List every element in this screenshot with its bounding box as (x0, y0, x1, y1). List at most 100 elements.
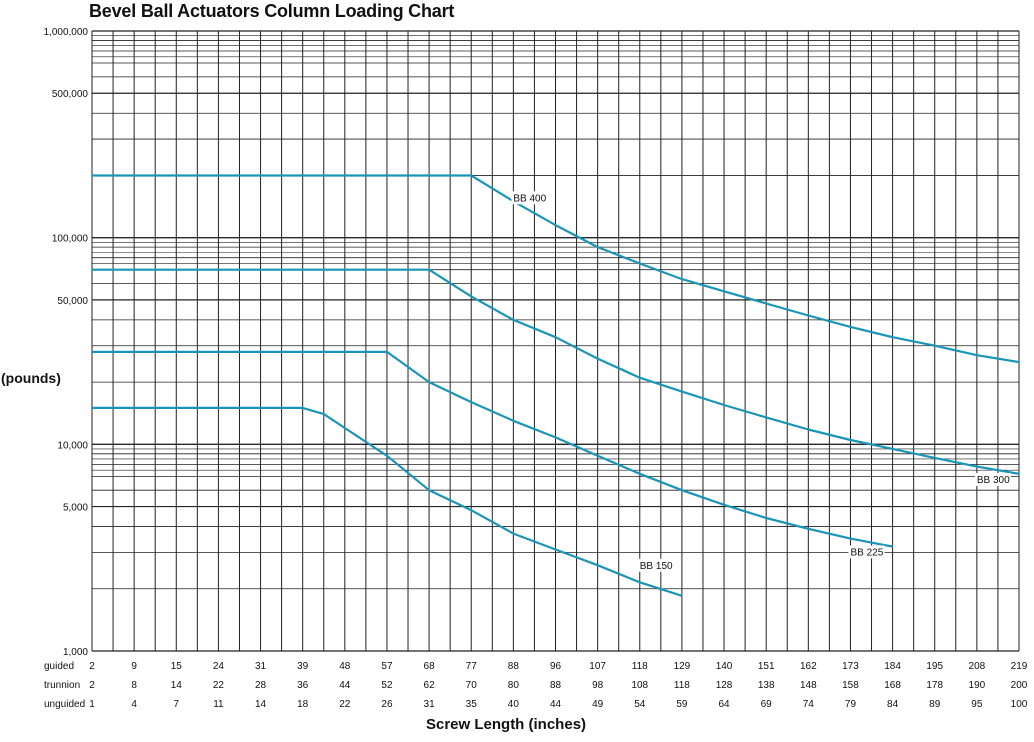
x-tick-label: 219 (1011, 661, 1028, 672)
y-tick-label: 5,000 (63, 503, 88, 514)
x-tick-label: 98 (592, 680, 604, 691)
x-tick-label: 14 (255, 699, 267, 710)
x-tick-label: 140 (716, 661, 733, 672)
x-tick-label: 31 (255, 661, 267, 672)
x-tick-label: 1 (89, 699, 95, 710)
grid (91, 30, 1020, 652)
series-label-bb-400: BB 400 (513, 193, 546, 204)
x-tick-label: 84 (887, 699, 899, 710)
x-tick-label: 48 (339, 661, 351, 672)
x-row-name: trunnion (44, 680, 80, 691)
x-row-name: unguided (44, 699, 85, 710)
x-tick-label: 8 (131, 680, 137, 691)
x-tick-label: 173 (842, 661, 859, 672)
x-tick-label: 129 (674, 661, 691, 672)
x-tick-label: 88 (508, 661, 520, 672)
series-label-bg (848, 545, 885, 559)
x-tick-label: 4 (131, 699, 137, 710)
y-tick-label: 10,000 (57, 440, 88, 451)
series-line-bb-400 (92, 174, 1020, 364)
x-tick-label: 11 (213, 699, 224, 710)
x-tick-label: 190 (969, 680, 986, 691)
x-tick-label: 22 (339, 699, 351, 710)
x-tick-label: 89 (929, 699, 941, 710)
series-label-bb-150: BB 150 (640, 561, 673, 572)
y-tick-label: 100,000 (52, 234, 89, 245)
chart-title: Bevel Ball Actuators Column Loading Char… (89, 1, 455, 21)
x-tick-label: 44 (339, 680, 351, 691)
x-tick-label: 158 (842, 680, 859, 691)
x-tick-label: 49 (592, 699, 604, 710)
x-tick-label: 40 (508, 699, 520, 710)
series-label-bb-300: BB 300 (977, 475, 1010, 486)
x-tick-label: 208 (969, 661, 986, 672)
x-tick-label: 195 (926, 661, 943, 672)
series-line-bb-150 (92, 406, 683, 597)
x-tick-label: 64 (718, 699, 730, 710)
x-tick-label: 24 (213, 661, 225, 672)
x-tick-label: 77 (466, 661, 478, 672)
x-tick-label: 95 (971, 699, 983, 710)
series-label-bg (974, 472, 1011, 486)
x-row-name: guided (44, 661, 74, 672)
x-tick-label: 162 (800, 661, 817, 672)
series-label-bg (511, 191, 548, 205)
x-tick-label: 14 (171, 680, 183, 691)
series-line-bb-225 (92, 350, 893, 548)
x-tick-label: 80 (508, 680, 520, 691)
x-tick-label: 59 (676, 699, 688, 710)
series-label-bg (637, 558, 674, 572)
series-line-bb-300 (92, 268, 1020, 475)
x-tick-label: 57 (381, 661, 393, 672)
x-tick-label: 100 (1011, 699, 1028, 710)
x-tick-label: 18 (297, 699, 309, 710)
x-tick-label: 151 (758, 661, 775, 672)
x-axis-label: Screw Length (inches) (426, 716, 587, 733)
x-tick-label: 31 (424, 699, 436, 710)
x-tick-rows: guided 2 9 15 24 31 39 48 57 68 77 88 96 107 118 129 140… (44, 661, 1028, 710)
x-tick-label: 107 (589, 661, 606, 672)
x-tick-label: 28 (255, 680, 267, 691)
x-tick-label: 70 (466, 680, 478, 691)
x-tick-label: 15 (171, 661, 183, 672)
x-tick-label: 35 (466, 699, 478, 710)
x-tick-label: 39 (297, 661, 309, 672)
y-tick-labels: 1,000,000 500,000 100,000 50,000 10,000 5,000… (44, 27, 89, 658)
x-tick-label: 7 (173, 699, 179, 710)
y-tick-label: 1,000 (63, 647, 88, 658)
x-tick-label: 108 (631, 680, 648, 691)
series-lines (92, 174, 1020, 597)
x-tick-label: 200 (1011, 680, 1028, 691)
x-tick-label: 79 (845, 699, 857, 710)
x-tick-label: 96 (550, 661, 562, 672)
x-tick-label: 184 (884, 661, 901, 672)
y-tick-label: 1,000,000 (44, 27, 89, 38)
y-tick-label: 500,000 (52, 89, 89, 100)
x-tick-label: 178 (926, 680, 943, 691)
x-tick-label: 118 (674, 680, 690, 691)
x-tick-label: 74 (803, 699, 815, 710)
x-tick-label: 2 (89, 661, 95, 672)
series-labels: BB 400 BB 300 BB 225 BB 150 (511, 191, 1011, 572)
x-tick-label: 68 (424, 661, 436, 672)
x-tick-label: 9 (131, 661, 137, 672)
x-tick-label: 54 (634, 699, 646, 710)
x-tick-label: 44 (550, 699, 562, 710)
x-tick-label: 148 (800, 680, 817, 691)
series-label-bb-225: BB 225 (850, 547, 883, 558)
x-tick-label: 36 (297, 680, 309, 691)
x-tick-label: 2 (89, 680, 95, 691)
y-tick-label: 50,000 (57, 296, 88, 307)
x-tick-label: 52 (381, 680, 393, 691)
y-axis-label: (pounds) (1, 370, 61, 386)
x-tick-label: 138 (758, 680, 775, 691)
x-tick-label: 62 (424, 680, 436, 691)
x-tick-label: 168 (884, 680, 901, 691)
x-tick-label: 22 (213, 680, 225, 691)
x-tick-label: 128 (716, 680, 733, 691)
x-tick-label: 69 (761, 699, 773, 710)
x-tick-label: 26 (381, 699, 393, 710)
x-tick-label: 118 (632, 661, 648, 672)
x-tick-label: 88 (550, 680, 562, 691)
